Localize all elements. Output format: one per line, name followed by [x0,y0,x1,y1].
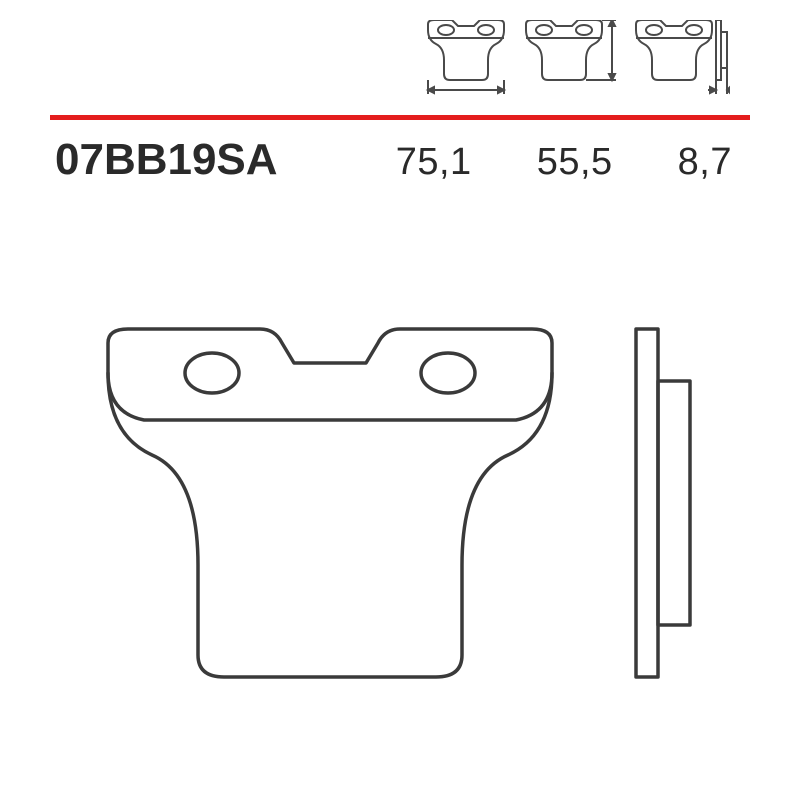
dimension-values: 75,1 55,5 8,7 [396,141,732,184]
accent-separator [50,115,750,120]
dim-width: 75,1 [396,141,472,184]
part-number: 07BB19SA [55,135,278,185]
height-dimension-icon [520,20,620,98]
brake-pad-front-view [100,325,560,685]
technical-drawings [50,240,750,770]
thickness-dimension-icon [630,20,730,98]
brake-pad-side-view [630,325,700,685]
dim-height: 55,5 [537,141,613,184]
width-dimension-icon [422,20,510,98]
diagram-container: 07BB19SA 75,1 55,5 8,7 [0,0,800,800]
header-dimension-icons [422,20,730,98]
dim-thickness: 8,7 [678,141,732,184]
specification-row: 07BB19SA 75,1 55,5 8,7 [55,135,750,185]
